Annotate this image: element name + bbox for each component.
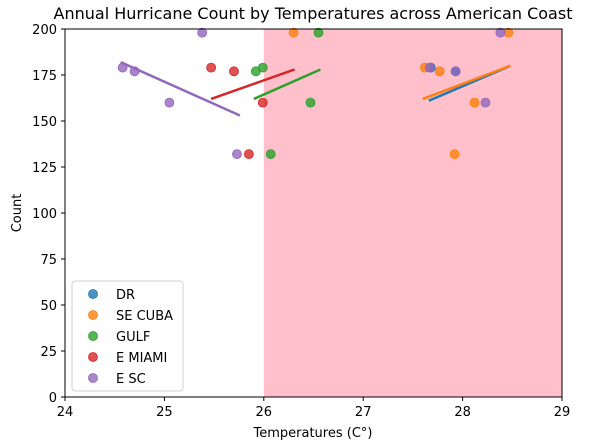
scatter-point-e-miami [206, 62, 217, 73]
scatter-point-e-miami [257, 97, 268, 108]
y-tick-label: 200 [32, 23, 57, 38]
x-tick-label: 24 [57, 405, 74, 420]
y-tick-label: 0 [49, 391, 57, 406]
legend-label: SE CUBA [116, 309, 173, 324]
y-tick-label: 125 [32, 161, 57, 176]
x-axis: 24 25 26 27 28 29 [57, 397, 571, 420]
scatter-point-e-sc [480, 97, 491, 108]
legend-label: E SC [116, 372, 146, 387]
scatter-point-gulf [265, 149, 276, 160]
shaded-temperature-region [263, 29, 562, 397]
y-axis-title: Count [10, 194, 25, 233]
scatter-point-se-cuba [449, 149, 460, 160]
scatter-point-e-sc [129, 66, 140, 77]
legend-marker [88, 352, 98, 362]
x-tick-label: 27 [355, 405, 372, 420]
legend-marker [88, 373, 98, 383]
scatter-point-e-sc [164, 97, 175, 108]
scatter-point-e-sc [450, 66, 461, 77]
scatter-points [117, 27, 514, 160]
legend-marker [88, 310, 98, 320]
x-tick-label: 25 [156, 405, 173, 420]
scatter-point-se-cuba [469, 97, 480, 108]
trend-line-se-cuba [422, 64, 511, 101]
x-axis-title: Temperatures (C°) [253, 426, 373, 441]
scatter-point-gulf [305, 97, 316, 108]
x-tick-label: 28 [454, 405, 471, 420]
trend-line-gulf [253, 68, 321, 101]
y-tick-label: 100 [32, 207, 57, 222]
scatter-point-e-sc [117, 62, 128, 73]
x-tick-label: 29 [554, 405, 571, 420]
scatter-point-se-cuba [288, 27, 299, 38]
scatter-point-e-sc [424, 62, 435, 73]
trend-lines [120, 60, 511, 117]
legend-label: DR [116, 288, 135, 303]
scatter-point-e-miami [243, 149, 254, 160]
y-tick-label: 75 [40, 253, 57, 268]
trend-line-e-miami [210, 68, 296, 101]
y-tick-label: 50 [40, 299, 57, 314]
y-tick-label: 175 [32, 69, 57, 84]
y-tick-label: 150 [32, 115, 57, 130]
scatter-point-e-sc [232, 149, 242, 160]
scatter-point-e-sc [495, 27, 506, 38]
y-axis: 0 25 50 75 100 125 150 175 200 [32, 23, 65, 406]
scatter-point-gulf [313, 27, 324, 38]
scatter-point-e-miami [229, 66, 239, 77]
y-tick-label: 25 [40, 345, 57, 360]
trend-line-e-sc [120, 60, 241, 117]
legend-label: E MIAMI [116, 351, 167, 366]
legend-marker [88, 289, 98, 299]
scatter-point-se-cuba [434, 66, 445, 77]
legend: DR SE CUBA GULF E MIAMI E SC [71, 280, 184, 392]
scatter-point-e-sc [197, 27, 208, 38]
chart-title: Annual Hurricane Count by Temperatures a… [54, 4, 573, 23]
legend-box [71, 280, 184, 392]
x-tick-label: 26 [256, 405, 273, 420]
scatter-point-gulf [257, 62, 268, 73]
legend-marker [88, 331, 98, 341]
legend-label: GULF [116, 330, 150, 345]
